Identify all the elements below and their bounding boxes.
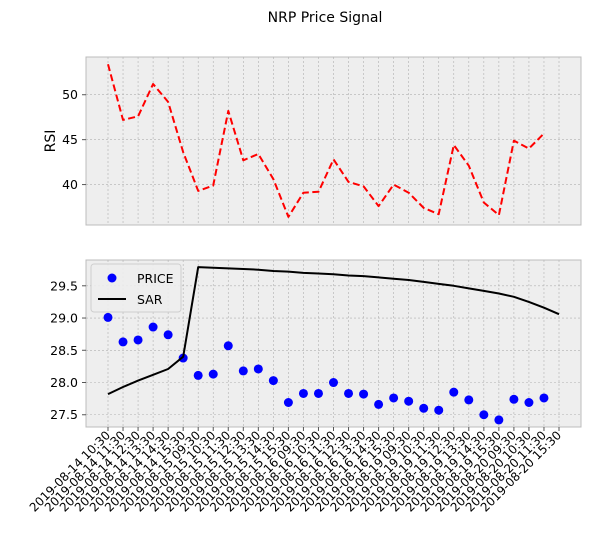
price-y-tick-label: 29.0 <box>50 311 78 326</box>
rsi-panel: 40 45 50 RSI <box>43 56 582 226</box>
price-price-point <box>223 341 233 351</box>
rsi-grid <box>86 57 581 225</box>
price-price-point <box>494 415 504 425</box>
price-y-tick-label: 28.5 <box>50 343 78 358</box>
price-y-tick-label: 29.5 <box>50 278 78 293</box>
price-price-point <box>238 366 248 376</box>
price-price-point <box>253 364 263 374</box>
rsi-series <box>107 63 545 218</box>
rsi-y-axis-label: RSI <box>43 130 59 153</box>
price-price-point <box>298 388 308 398</box>
rsi-y-tick-label: 40 <box>62 177 78 192</box>
price-price-point <box>509 394 519 404</box>
price-price-point <box>404 396 414 406</box>
price-price-point <box>374 399 384 409</box>
rsi-y-tick-label: 45 <box>62 132 78 147</box>
price-price-point <box>133 335 143 345</box>
price-price-point <box>434 405 444 415</box>
price-y-ticks: 27.5 28.0 28.5 29.0 29.5 <box>50 278 86 422</box>
price-price-point <box>148 322 158 332</box>
rsi-y-ticks: 40 45 50 <box>62 87 86 192</box>
price-grid <box>86 260 581 427</box>
legend-price-label: PRICE <box>137 271 174 286</box>
price-series <box>103 266 560 425</box>
price-price-point <box>313 388 323 398</box>
rsi-rsi-line <box>107 63 545 218</box>
price-price-point <box>118 337 128 347</box>
price-price-point <box>344 388 354 398</box>
price-price-point <box>283 397 293 407</box>
price-price-point <box>268 376 278 386</box>
price-price-point <box>329 378 338 388</box>
rsi-y-tick-label: 50 <box>62 87 78 102</box>
legend-price-marker <box>107 273 117 283</box>
price-price-point <box>389 393 399 403</box>
price-price-point <box>208 369 218 379</box>
price-price-point <box>419 403 429 413</box>
price-price-point <box>524 397 534 407</box>
legend-sar-label: SAR <box>137 292 163 307</box>
price-price-point <box>193 370 203 380</box>
price-sar-line <box>107 266 560 396</box>
price-price-point <box>449 387 459 397</box>
price-price-point <box>359 389 369 399</box>
price-panel: 27.5 28.0 28.5 29.0 29.5 2019-08-14 10:30201… <box>27 259 582 515</box>
price-price-point <box>464 395 474 405</box>
price-price-point <box>163 330 173 340</box>
price-price-point <box>539 393 549 403</box>
chart-title: NRP Price Signal <box>268 10 383 26</box>
price-price-point <box>479 410 489 420</box>
price-y-tick-label: 28.0 <box>50 375 78 390</box>
price-y-tick-label: 27.5 <box>50 407 78 422</box>
legend: PRICE SAR <box>90 263 182 313</box>
price-price-point <box>103 312 113 322</box>
